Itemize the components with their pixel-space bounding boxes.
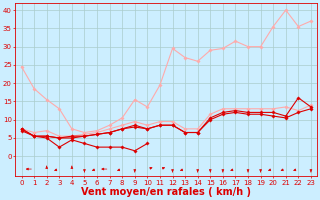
X-axis label: Vent moyen/en rafales ( km/h ): Vent moyen/en rafales ( km/h ) xyxy=(81,187,251,197)
